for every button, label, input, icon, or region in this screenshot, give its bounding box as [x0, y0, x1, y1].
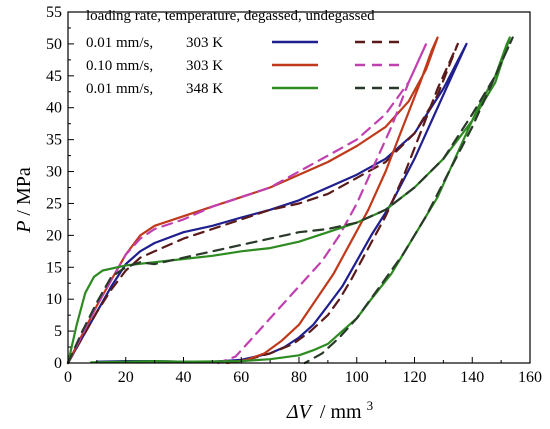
y-tick-label: 30: [46, 164, 62, 181]
x-axis-symbol: ΔV: [286, 401, 314, 423]
series-line-6: [66, 36, 514, 365]
legend: loading rate, temperature, degassed, und…: [86, 8, 401, 97]
plot-series-layer: [66, 36, 514, 365]
x-tick-label: 0: [64, 369, 72, 386]
y-axis-unit: MPa: [13, 167, 35, 205]
x-axis-label: ΔV / mm 3: [286, 398, 373, 423]
legend-temp-2: 303 K: [186, 58, 223, 74]
legend-rows: 0.01 mm/s, 303 K 0.10 mm/s, 303 K 0.01 mm/s,…: [86, 35, 401, 97]
series-line-3: [66, 36, 439, 365]
y-tick-label: 5: [54, 323, 62, 340]
y-tick-label: 0: [54, 355, 62, 372]
legend-rate-3: 0.01 mm/s,: [86, 81, 153, 97]
y-axis-label: P / MPa: [13, 167, 35, 234]
y-tick-label: 20: [46, 227, 62, 244]
y-tick-label: 10: [46, 291, 62, 308]
legend-rate-1: 0.01 mm/s,: [86, 35, 153, 51]
x-axis-unit: mm: [330, 401, 362, 423]
x-tick-label: 80: [291, 369, 307, 386]
legend-rate-2: 0.10 mm/s,: [86, 58, 153, 74]
legend-temp-1: 303 K: [186, 35, 223, 51]
x-tick-label: 120: [403, 369, 427, 386]
x-tick-label: 100: [345, 369, 369, 386]
y-tick-label: 50: [46, 36, 62, 53]
legend-temp-3: 348 K: [186, 81, 223, 97]
x-tick-label: 40: [176, 369, 192, 386]
y-tick-label: 25: [46, 195, 62, 212]
x-axis-unit-sup: 3: [367, 398, 374, 413]
legend-header: loading rate, temperature, degassed, und…: [86, 8, 375, 24]
svg-text:ΔV / mm 3: ΔV / mm 3: [286, 398, 373, 423]
x-tick-label: 160: [518, 369, 542, 386]
x-tick-label: 60: [233, 369, 249, 386]
series-line-4: [66, 42, 428, 365]
svg-text:P / MPa: P / MPa: [13, 167, 35, 234]
y-tick-label: 45: [46, 68, 62, 85]
y-tick-label: 15: [46, 259, 62, 276]
y-tick-label: 35: [46, 132, 62, 149]
x-tick-label: 20: [118, 369, 134, 386]
y-tick-label: 55: [46, 4, 62, 21]
y-tick-label: 40: [46, 100, 62, 117]
axis-ticks-layer: 0 20 40 60 80 100 120 140 160 0 5 10 15 20 25 30 35 40 45 5…: [46, 4, 542, 386]
x-tick-label: 140: [460, 369, 484, 386]
y-axis-symbol: P: [13, 221, 35, 234]
